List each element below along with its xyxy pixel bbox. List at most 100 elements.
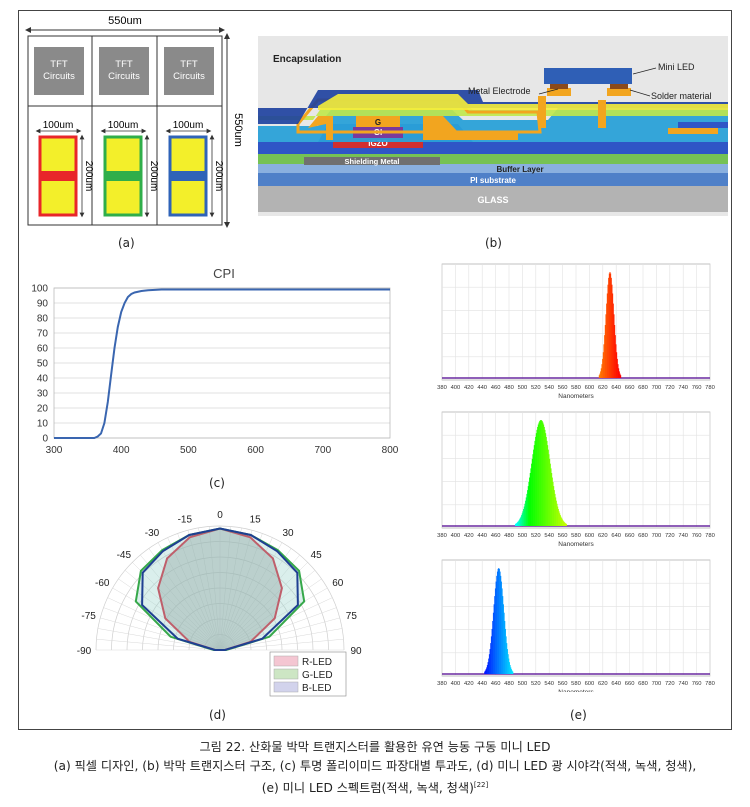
spectrum-x-tick-label: 760 bbox=[692, 681, 702, 687]
spectrum-bar bbox=[543, 426, 545, 526]
figure-frame bbox=[18, 10, 732, 730]
spectrum-x-label: Nanometers bbox=[558, 689, 594, 692]
spectrum-bar bbox=[492, 621, 494, 674]
shielding-metal-label: Shielding Metal bbox=[344, 157, 399, 166]
spectrum-x-tick-label: 540 bbox=[544, 681, 554, 687]
y-tick-label: 10 bbox=[37, 419, 49, 430]
polar-spoke bbox=[219, 638, 344, 651]
spectrum-x-tick-label: 380 bbox=[437, 385, 447, 391]
green-subpixel: 100um 200um bbox=[100, 120, 159, 218]
gate-layer bbox=[356, 116, 400, 127]
polar-spoke bbox=[219, 578, 322, 651]
spectrum-bar bbox=[539, 420, 541, 526]
spectrum-bar bbox=[557, 509, 559, 526]
polar-spoke bbox=[219, 570, 316, 651]
transmittance-chart: CPI 0 10 20 30 40 50 60 70 80 90 100 300 400 500 600 7… bbox=[31, 266, 398, 456]
spectrum-x-label: Nanometers bbox=[558, 393, 594, 400]
spectrum-x-tick-label: 720 bbox=[665, 385, 675, 391]
y-tick-label: 70 bbox=[37, 329, 49, 340]
red-subpixel: 100um 200um bbox=[35, 120, 94, 218]
spectrum-bar bbox=[555, 497, 557, 526]
spectrum-x-tick-label: 660 bbox=[625, 385, 635, 391]
spectrum-bar bbox=[533, 449, 535, 526]
spectrum-x-tick-label: 440 bbox=[477, 681, 487, 687]
spectrum-bar bbox=[489, 649, 491, 674]
polar-spoke bbox=[124, 570, 221, 651]
spectrum-bar bbox=[498, 568, 500, 674]
spectrum-bar bbox=[518, 520, 520, 526]
spectrum-bar bbox=[484, 670, 486, 674]
spectrum-bar bbox=[546, 440, 548, 526]
spectrum-x-tick-label: 680 bbox=[638, 533, 648, 539]
spectrum-x-tick-label: 460 bbox=[491, 385, 501, 391]
spectrum-bar bbox=[509, 662, 510, 674]
legend-swatch bbox=[273, 681, 299, 693]
tft-circuit-block: TFT Circuits bbox=[34, 47, 84, 95]
spectrum-bar bbox=[523, 509, 525, 526]
igzo-label: IGZO bbox=[368, 139, 388, 148]
spectrum-x-tick-label: 660 bbox=[625, 533, 635, 539]
spectrum-bar bbox=[540, 420, 542, 526]
spectrum-x-tick-label: 600 bbox=[585, 385, 595, 391]
spectrum-bar bbox=[608, 277, 610, 378]
spectrum-bar bbox=[544, 429, 546, 526]
legend-label: G-LED bbox=[302, 670, 333, 681]
spectrum-x-tick-label: 400 bbox=[451, 385, 461, 391]
spectrum-x-tick-label: 460 bbox=[491, 681, 501, 687]
spectrum-bar bbox=[507, 654, 509, 674]
spectrum-bar bbox=[519, 519, 521, 526]
spectrum-bar bbox=[542, 422, 544, 526]
spectrum-x-tick-label: 680 bbox=[638, 681, 648, 687]
spectrum-bar bbox=[506, 649, 508, 674]
spectrum-bar bbox=[487, 662, 489, 674]
spectrum-bar bbox=[604, 335, 606, 378]
spectrum-x-tick-label: 780 bbox=[705, 681, 715, 687]
spectrum-red: 380 400 420 440 460 480 500 520 540 560 580 600 620 6… bbox=[437, 263, 715, 400]
spectrum-bar bbox=[559, 515, 561, 526]
buffer-layer-label: Buffer Layer bbox=[496, 165, 543, 174]
x-tick-label: 600 bbox=[247, 445, 264, 456]
spectrum-x-tick-label: 720 bbox=[665, 681, 675, 687]
spectrum-bar bbox=[614, 325, 616, 378]
spectrum-bar bbox=[561, 519, 563, 526]
spectrum-x-tick-label: 420 bbox=[464, 533, 474, 539]
spectrum-bar bbox=[532, 454, 534, 526]
spectrum-x-label: Nanometers bbox=[558, 541, 594, 548]
svg-text:TFT: TFT bbox=[50, 59, 68, 70]
spectrum-bar bbox=[600, 371, 602, 378]
spectrum-bar bbox=[495, 581, 497, 674]
polar-spoke bbox=[219, 597, 333, 651]
spectrum-bar bbox=[537, 424, 539, 526]
spectrum-bar bbox=[522, 511, 524, 526]
polar-series-g-led bbox=[134, 527, 306, 651]
spectrum-bar bbox=[506, 643, 508, 674]
spectrum-bar bbox=[562, 520, 564, 526]
spectrum-bar bbox=[606, 303, 608, 378]
spectrum-bar bbox=[600, 368, 602, 378]
shielding-metal bbox=[304, 157, 440, 165]
spectrum-bar bbox=[505, 636, 507, 674]
spectrum-bar bbox=[612, 303, 614, 378]
spectrum-x-tick-label: 620 bbox=[598, 681, 608, 687]
spectrum-bar bbox=[605, 314, 607, 378]
angle-tick-label: -75 bbox=[81, 611, 96, 622]
spectrum-bar bbox=[499, 571, 501, 674]
tft-circuit-block: TFT Circuits bbox=[164, 47, 214, 95]
spectrum-x-tick-label: 560 bbox=[558, 681, 568, 687]
buffer-layer bbox=[258, 164, 728, 173]
solder-material-label: Solder material bbox=[651, 91, 712, 101]
spectrum-bar bbox=[610, 273, 612, 378]
spectrum-bar bbox=[545, 433, 547, 526]
spectrum-x-tick-label: 500 bbox=[518, 681, 528, 687]
spectrum-bar bbox=[558, 511, 560, 526]
spectrum-bar bbox=[515, 523, 516, 526]
spectrum-bar bbox=[526, 493, 528, 526]
spectrum-x-tick-label: 740 bbox=[678, 681, 688, 687]
spectrum-bar bbox=[613, 314, 615, 378]
spectrum-bar bbox=[537, 426, 539, 526]
spectrum-bar bbox=[511, 670, 513, 674]
spectrum-x-tick-label: 740 bbox=[678, 533, 688, 539]
spectrum-bar bbox=[500, 581, 502, 674]
svg-text:TFT: TFT bbox=[115, 59, 133, 70]
spectrum-x-tick-label: 640 bbox=[611, 385, 621, 391]
